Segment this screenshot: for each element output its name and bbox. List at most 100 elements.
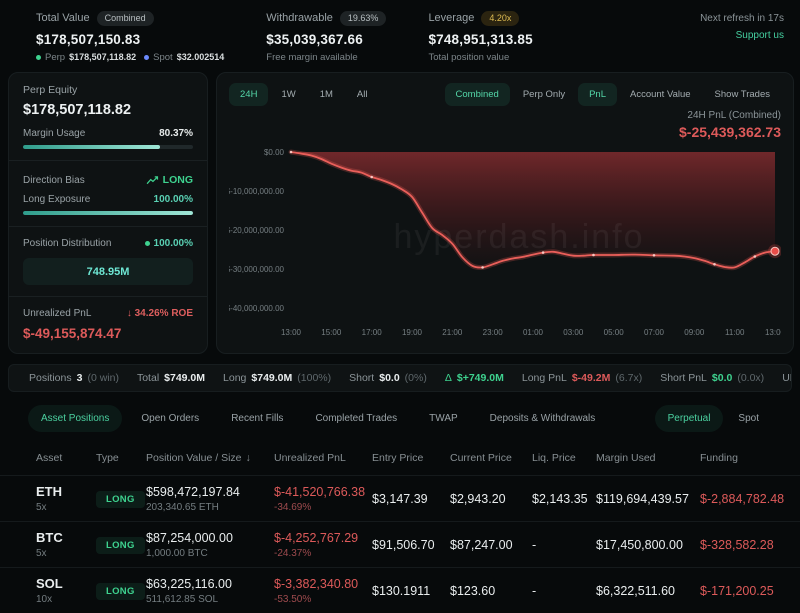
distribution-segment[interactable]: 748.95M — [23, 258, 193, 285]
toggle-show-trades[interactable]: Show Trades — [704, 83, 781, 106]
summary-item-upnl: UPnL$-49.2M(0% win) — [782, 372, 791, 384]
perp-equity-value: $178,507,118.82 — [23, 102, 132, 118]
data-point-marker — [713, 263, 716, 266]
cell-type: LONG — [96, 535, 146, 554]
cell-current-price: $87,247.00 — [450, 537, 513, 552]
pnl-chart[interactable]: hyperdash.info $0.00 $-10,000,000.00 $-20,0… — [229, 144, 781, 344]
toggle-pnl[interactable]: PnL — [578, 83, 617, 106]
long-badge: LONG — [96, 491, 145, 508]
x-tick-label: 19:00 — [402, 328, 423, 337]
long-badge: LONG — [96, 537, 145, 554]
refresh-progress-bar — [730, 0, 792, 3]
x-tick-label: 21:00 — [442, 328, 463, 337]
x-tick-label: 01:00 — [523, 328, 544, 337]
cell-asset: ETH 5x — [36, 484, 62, 513]
perp-equity-label: Perp Equity — [23, 84, 78, 96]
long-exposure-value: 100.00% — [153, 194, 193, 205]
mode-buttons: Combined Perp Only PnL Account Value Show Tr… — [444, 83, 781, 106]
y-tick-label: $-40,000,000.00 — [229, 304, 285, 313]
tab-completed-trades[interactable]: Completed Trades — [302, 405, 410, 432]
toggle-perp-only[interactable]: Perp Only — [512, 83, 576, 106]
cell-type: LONG — [96, 489, 146, 508]
spot-label: Spot — [153, 51, 173, 63]
long-exposure-bar — [23, 211, 193, 215]
x-tick-label: 09:00 — [684, 328, 705, 337]
tab-twap[interactable]: TWAP — [416, 405, 471, 432]
tab-deposits-withdrawals[interactable]: Deposits & Withdrawals — [477, 405, 609, 432]
position-distribution-value: 100.00% — [153, 238, 193, 249]
leverage-amount: $748,951,313.85 — [428, 31, 533, 47]
toggle-combined[interactable]: Combined — [444, 83, 510, 106]
y-tick-label: $-10,000,000.00 — [229, 187, 285, 196]
range-tab-1m[interactable]: 1M — [309, 83, 344, 106]
cell-funding: $-171,200.25 — [700, 583, 774, 598]
y-tick-label: $-20,000,000.00 — [229, 226, 285, 235]
cell-margin-used: $17,450,800.00 — [596, 537, 683, 552]
x-tick-label: 07:00 — [644, 328, 665, 337]
withdrawable-label: Withdrawable — [266, 12, 333, 25]
chart-end-dot[interactable] — [770, 246, 780, 256]
position-row-eth[interactable]: ETH 5x LONG $598,472,197.84 203,340.65 ETH $-… — [0, 475, 800, 521]
col-funding[interactable]: Funding — [700, 452, 738, 464]
withdrawable-pct-badge: 19.63% — [339, 11, 387, 26]
cell-position-value: $598,472,197.84 203,340.65 ETH — [146, 484, 240, 513]
direction-bias-label: Direction Bias — [23, 174, 85, 186]
chart-pnl-label: 24H PnL (Combined) — [687, 110, 781, 121]
total-value-stat: Total Value Combined $178,507,150.83 Per… — [36, 11, 225, 63]
x-tick-label: 03:00 — [563, 328, 584, 337]
cell-entry-price: $130.1911 — [372, 583, 431, 598]
col-liq-price[interactable]: Liq. Price — [532, 452, 576, 464]
watermark: hyperdash.info — [393, 218, 644, 256]
summary-item-total: Total $749.0M — [136, 372, 206, 384]
toggle-account-value[interactable]: Account Value — [619, 83, 702, 106]
support-us-link[interactable]: Support us — [735, 30, 784, 41]
market-tab-spot[interactable]: Spot — [725, 405, 772, 432]
tab-recent-fills[interactable]: Recent Fills — [218, 405, 296, 432]
cell-asset: SOL 10x — [36, 576, 63, 605]
position-row-sol[interactable]: SOL 10x LONG $63,225,116.00 511,612.85 SOL $-… — [0, 567, 800, 613]
spot-value: $32.002514 — [176, 52, 225, 63]
cell-unrealized-pnl: $-3,382,340.80 -53.50% — [274, 576, 359, 605]
x-tick-label: 11:00 — [725, 328, 745, 337]
refresh-countdown: Next refresh in 17s — [700, 13, 784, 24]
chart-pnl-value: $-25,439,362.73 — [679, 124, 781, 140]
col-entry-price[interactable]: Entry Price — [372, 452, 424, 464]
trending-up-icon — [146, 175, 158, 184]
cell-unrealized-pnl: $-4,252,767.29 -24.37% — [274, 530, 359, 559]
table-body: ETH 5x LONG $598,472,197.84 203,340.65 ETH $-… — [0, 475, 800, 613]
long-exposure-fill — [23, 211, 193, 215]
cell-entry-price: $3,147.39 — [372, 491, 428, 506]
x-tick-label: 15:00 — [321, 328, 342, 337]
topbar: Total Value Combined $178,507,150.83 Per… — [0, 0, 800, 63]
col-asset[interactable]: Asset — [36, 452, 63, 464]
y-tick-label: $0.00 — [264, 148, 285, 157]
x-tick-label: 13:00 — [281, 328, 302, 337]
pnl-area — [291, 152, 775, 268]
summary-items: Positions 3 (0 win) Total $749.0M Long $749.0M… — [29, 372, 791, 384]
pnl-chart-panel: 24H 1W 1M All Combined Perp Only PnL Account V… — [216, 72, 794, 354]
col-position-value[interactable]: Position Value / Size ↓ — [146, 452, 251, 464]
tab-open-orders[interactable]: Open Orders — [128, 405, 212, 432]
col-type[interactable]: Type — [96, 452, 119, 464]
cell-position-value: $87,254,000.00 1,000.00 BTC — [146, 530, 233, 559]
cell-entry-price: $91,506.70 — [372, 537, 435, 552]
col-current-price[interactable]: Current Price — [450, 452, 512, 464]
position-distribution-label: Position Distribution — [23, 238, 112, 249]
position-row-btc[interactable]: BTC 5x LONG $87,254,000.00 1,000.00 BTC $-4,2… — [0, 521, 800, 567]
margin-usage-label: Margin Usage — [23, 128, 86, 139]
section-tabs: Asset Positions Open Orders Recent Fills Co… — [28, 404, 609, 432]
col-unrealized-pnl[interactable]: Unrealized PnL — [274, 452, 346, 464]
range-tab-1w[interactable]: 1W — [270, 83, 306, 106]
cell-margin-used: $119,694,439.57 — [596, 491, 689, 506]
x-tick-label: 17:00 — [362, 328, 383, 337]
range-tab-all[interactable]: All — [346, 83, 379, 106]
col-margin-used[interactable]: Margin Used — [596, 452, 656, 464]
data-point-marker — [541, 251, 545, 254]
market-tab-perpetual[interactable]: Perpetual — [654, 404, 724, 432]
x-tick-label: 05:00 — [604, 328, 625, 337]
cell-margin-used: $6,322,511.60 — [596, 583, 676, 598]
tab-asset-positions[interactable]: Asset Positions — [28, 404, 123, 432]
perp-value: $178,507,118.82 — [69, 52, 137, 63]
range-tab-24h[interactable]: 24H — [229, 83, 269, 106]
roe-down-arrow-icon: ↓ — [126, 308, 132, 319]
